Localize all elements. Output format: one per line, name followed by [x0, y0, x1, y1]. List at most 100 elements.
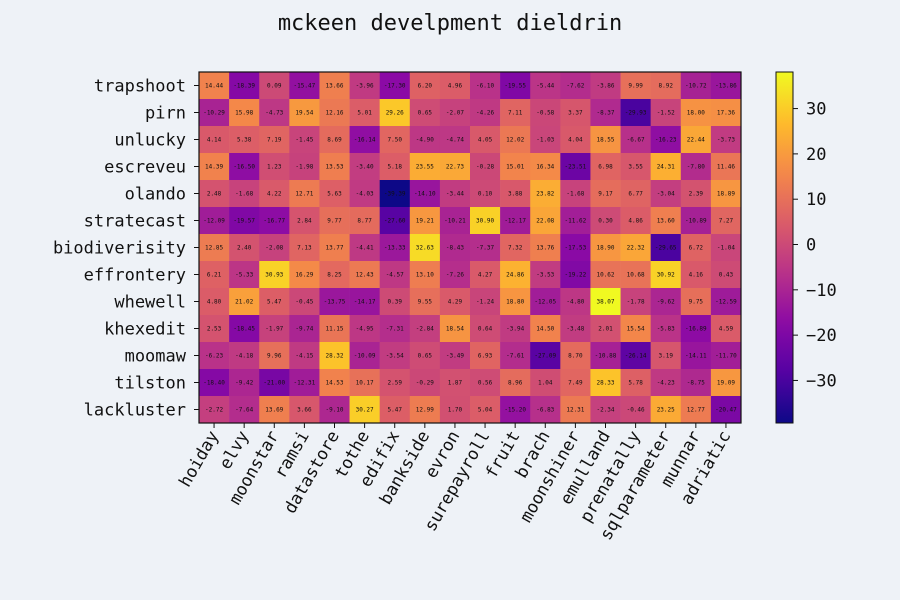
- chart-title: mckeen develpment dieldrin: [278, 11, 622, 36]
- colorbar-axis: 30 20 10 0 −10 −20 −30: [793, 100, 837, 391]
- heatmap-cell: [620, 180, 651, 208]
- heatmap-cell: [259, 126, 290, 154]
- cell-value-label: -0.29: [416, 380, 434, 387]
- cell-value-label: 0.65: [418, 110, 433, 117]
- cell-value-label: -0.45: [295, 299, 313, 306]
- cell-value-label: 23.55: [416, 164, 434, 171]
- cell-value-label: 15.01: [506, 164, 524, 171]
- heatmap-cell: [229, 207, 260, 235]
- cell-value-label: 5.78: [628, 380, 643, 387]
- cell-value-label: -1.78: [627, 299, 645, 306]
- heatmap-cell: [680, 126, 712, 154]
- heatmap-cell: [710, 180, 742, 208]
- heatmap-cell: [349, 153, 380, 181]
- heatmap-cell: [289, 261, 320, 289]
- cell-value-label: -1.68: [235, 191, 253, 198]
- heatmap-cell: [500, 153, 531, 181]
- heatmap-cell: [500, 72, 531, 100]
- cell-value-label: -4.41: [356, 245, 374, 252]
- heatmap-cell: [470, 261, 501, 289]
- cell-value-label: 7.50: [387, 137, 402, 144]
- cell-value-label: -6.67: [627, 137, 645, 144]
- cell-value-label: 4.14: [207, 137, 222, 144]
- cell-value-label: -16.77: [263, 218, 285, 225]
- heatmap-cell: [409, 72, 441, 100]
- heatmap-cell: [620, 72, 651, 100]
- cell-value-label: -10.21: [444, 218, 466, 225]
- cell-value-label: -1.98: [295, 164, 313, 171]
- heatmap-cell: [530, 207, 561, 235]
- heatmap-cell: [349, 207, 380, 235]
- heatmap-cell: [229, 288, 260, 316]
- cell-value-label: 13.10: [416, 272, 434, 279]
- heatmap-cell: [470, 288, 501, 316]
- heatmap-cell: [620, 342, 651, 370]
- heatmap-cell: [650, 126, 682, 154]
- heatmap-cell: [199, 234, 230, 262]
- heatmap-cell: [620, 315, 651, 343]
- y-tick-label: effrontery: [84, 266, 186, 286]
- cell-value-label: 5.38: [237, 137, 252, 144]
- cell-value-label: -4.18: [235, 353, 253, 360]
- heatmap-cell: [620, 207, 651, 235]
- cell-value-label: 7.19: [267, 137, 282, 144]
- cell-value-label: 12.02: [506, 137, 524, 144]
- heatmap-cell: [229, 396, 260, 424]
- heatmap-cell: [620, 396, 651, 424]
- cell-value-label: 21.02: [235, 299, 253, 306]
- cell-value-label: 1.87: [448, 380, 463, 387]
- cell-value-label: -0.58: [536, 110, 554, 117]
- cell-value-label: 18.90: [596, 245, 614, 252]
- cell-value-label: -4.74: [446, 137, 464, 144]
- heatmap-cell: [650, 342, 682, 370]
- cell-value-label: -5.83: [657, 326, 675, 333]
- cell-value-label: -4.03: [356, 191, 374, 198]
- cell-value-label: 14.50: [536, 326, 554, 333]
- cell-value-label: -12.09: [203, 218, 225, 225]
- cell-value-label: 8.70: [568, 353, 583, 360]
- heatmap-cell: [379, 99, 411, 127]
- cell-value-label: 2.48: [207, 191, 222, 198]
- cell-value-label: 8.92: [658, 83, 673, 90]
- cell-value-label: 8.25: [327, 272, 342, 279]
- heatmap-cell: [319, 72, 350, 100]
- cell-value-label: 13.69: [265, 407, 283, 414]
- heatmap-cell: [439, 288, 471, 316]
- y-axis: trapshoot pirn unlucky escreveu olando strate…: [53, 77, 199, 421]
- colorbar-tick-label: −30: [806, 371, 837, 391]
- cell-value-label: 0.56: [478, 380, 493, 387]
- heatmap-cell: [470, 207, 501, 235]
- cell-value-label: -7.31: [386, 326, 404, 333]
- cell-value-label: 14.44: [205, 83, 223, 90]
- heatmap-cell: [470, 126, 501, 154]
- cell-value-label: -1.24: [476, 299, 494, 306]
- heatmap-cell: [680, 342, 712, 370]
- cell-value-label: -9.10: [325, 407, 343, 414]
- cell-value-label: -12.59: [715, 299, 737, 306]
- heatmap-cell: [680, 396, 712, 424]
- heatmap-cell: [470, 234, 501, 262]
- cell-value-label: 29.26: [386, 110, 404, 117]
- cell-value-label: 3.66: [297, 407, 312, 414]
- heatmap-cell: [680, 288, 712, 316]
- heatmap-cell: [289, 153, 320, 181]
- heatmap-cell: [349, 342, 380, 370]
- cell-value-label: -11.62: [565, 218, 587, 225]
- cell-value-label: 9.17: [598, 191, 613, 198]
- heatmap-cell: [470, 153, 501, 181]
- heatmap-cell: [289, 126, 320, 154]
- cell-value-label: 13.77: [325, 245, 343, 252]
- heatmap-cell: [319, 288, 350, 316]
- cell-value-label: 4.96: [448, 83, 463, 90]
- heatmap-cell: [439, 369, 471, 397]
- heatmap-cell: [590, 396, 621, 424]
- heatmap-cell: [349, 369, 380, 397]
- cell-value-label: 30.90: [476, 218, 494, 225]
- heatmap-cell: [650, 207, 682, 235]
- heatmap-cell: [259, 288, 290, 316]
- cell-value-label: -3.44: [446, 191, 464, 198]
- y-tick-label: biodiverisity: [53, 239, 186, 259]
- heatmap-cell: [560, 261, 591, 289]
- cell-value-label: -1.97: [265, 326, 283, 333]
